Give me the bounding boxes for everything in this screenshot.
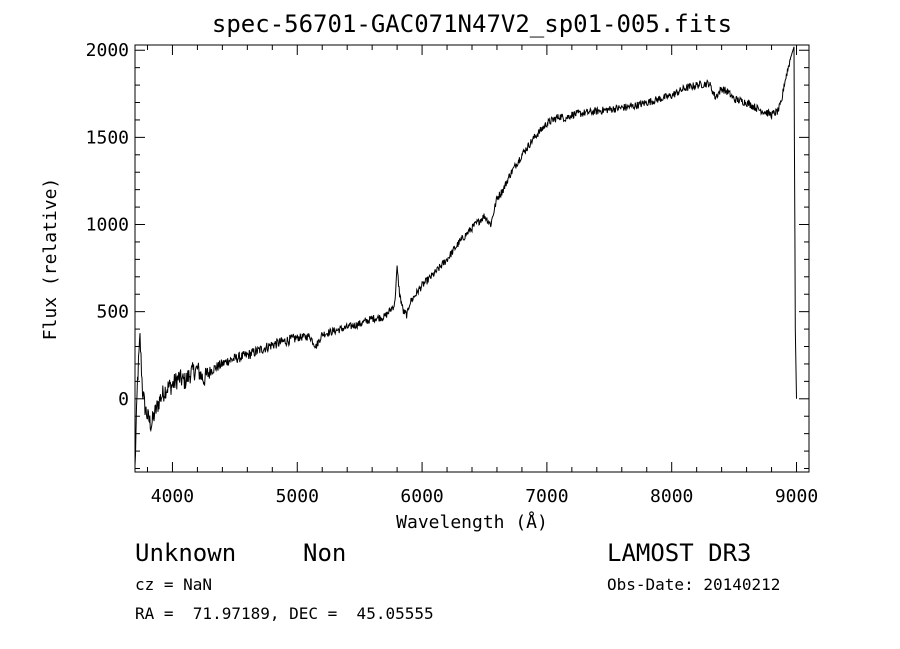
plot-frame: [134, 44, 810, 473]
y-tick-label: 1500: [86, 127, 129, 148]
chart-title: spec-56701-GAC071N47V2_sp01-005.fits: [212, 10, 732, 38]
object-subclass: Non: [303, 539, 347, 567]
x-tick-label: 5000: [276, 486, 319, 507]
y-tick-label: 0: [118, 389, 129, 410]
x-tick-label: 9000: [775, 486, 818, 507]
y-tick-label: 500: [96, 302, 129, 323]
axis-ticks: 4000 5000 6000 7000 8000 9000 0 500 1000 1500 2000: [86, 40, 819, 507]
x-tick-label: 8000: [650, 486, 693, 507]
x-tick-label: 7000: [525, 486, 568, 507]
survey-label: LAMOST DR3: [607, 539, 752, 567]
object-class: Unknown: [135, 539, 237, 567]
x-tick-label: 4000: [151, 486, 194, 507]
redshift-label: cz = NaN: [135, 575, 213, 594]
spectrum-series: [134, 46, 797, 466]
spectrum-line: [134, 46, 797, 466]
coordinates-label: RA = 71.97189, DEC = 45.05555: [135, 604, 434, 623]
y-tick-label: 2000: [86, 40, 129, 61]
x-axis-label: Wavelength (Å): [396, 511, 548, 533]
y-tick-label: 1000: [86, 215, 129, 236]
x-tick-label: 6000: [400, 486, 443, 507]
obs-date-label: Obs-Date: 20140212: [607, 575, 781, 594]
y-axis-label: Flux (relative): [40, 178, 61, 341]
